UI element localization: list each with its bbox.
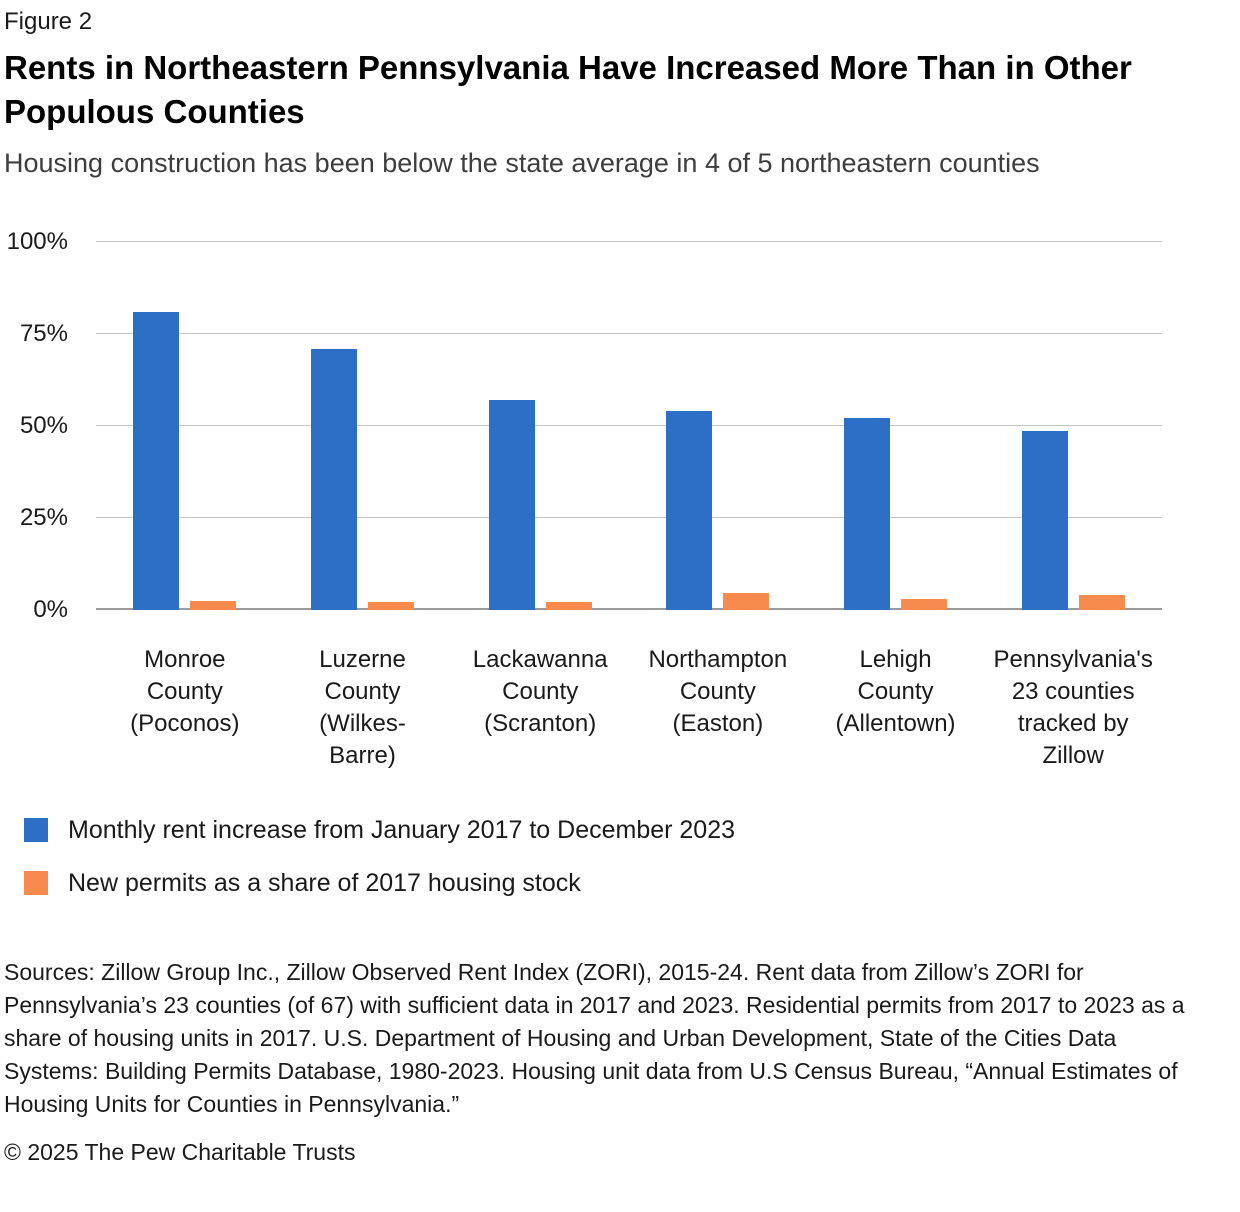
bar-group: [274, 242, 452, 610]
x-axis-label: Luzerne County (Wilkes- Barre): [319, 645, 406, 769]
figure: Figure 2 Rents in Northeastern Pennsylva…: [4, 8, 1210, 1165]
gridline: [96, 516, 1162, 518]
legend-label: New permits as a share of 2017 housing s…: [68, 868, 581, 897]
legend-label: Monthly rent increase from January 2017 …: [68, 815, 736, 844]
y-tick-label: 100%: [6, 227, 68, 255]
bar-group: [451, 242, 629, 610]
sources-note: Sources: Zillow Group Inc., Zillow Obser…: [4, 958, 1185, 1117]
y-tick-label: 0%: [33, 595, 68, 623]
bar-group: [984, 242, 1162, 610]
legend-swatch: [24, 818, 48, 843]
bar-new-permits: [901, 598, 948, 610]
bar-new-permits: [723, 593, 770, 610]
x-axis-label: Pennsylvania's 23 counties tracked by Zi…: [993, 645, 1153, 769]
bar-rent-increase: [311, 348, 357, 610]
bar-group: [807, 242, 985, 610]
legend: Monthly rent increase from January 2017 …: [24, 816, 1210, 898]
y-tick-label: 75%: [19, 319, 68, 347]
bar-rent-increase: [133, 311, 180, 610]
bar-new-permits: [545, 602, 592, 610]
bar-new-permits: [1078, 595, 1125, 610]
bar-group: [629, 242, 807, 610]
y-tick-label: 25%: [19, 503, 68, 531]
chart-title: Rents in Northeastern Pennsylvania Have …: [4, 49, 1132, 130]
bar-chart: 0% 25% 50% 75% 100% Monroe County (Poconos) L…: [4, 228, 1210, 772]
x-axis: Monroe County (Poconos) Luzerne County (W…: [96, 644, 1162, 772]
chart-subtitle: Housing construction has been below the …: [4, 148, 1040, 179]
plot-area: [96, 240, 1162, 610]
x-axis-label: Lackawanna County (Scranton): [472, 645, 608, 737]
bars: [96, 242, 1162, 610]
legend-swatch: [24, 871, 48, 896]
x-axis-label: Northampton County (Easton): [648, 645, 788, 737]
bar-rent-increase: [666, 411, 713, 610]
y-tick-label: 50%: [19, 411, 68, 439]
bar-new-permits: [190, 600, 237, 610]
legend-item: New permits as a share of 2017 housing s…: [24, 869, 1210, 898]
gridline: [96, 424, 1162, 426]
x-axis-label: Lehigh County (Allentown): [835, 645, 956, 737]
gridline: [96, 607, 1162, 610]
plot-wrap: 0% 25% 50% 75% 100%: [4, 228, 1162, 623]
bar-new-permits: [368, 602, 414, 610]
bar-group: [96, 242, 274, 610]
bar-rent-increase: [488, 400, 535, 610]
gridline: [96, 240, 1162, 242]
legend-item: Monthly rent increase from January 2017 …: [24, 816, 1210, 845]
gridline: [96, 332, 1162, 334]
y-axis: 0% 25% 50% 75% 100%: [4, 228, 68, 623]
bar-rent-increase: [1021, 431, 1068, 610]
bar-rent-increase: [844, 418, 891, 610]
x-axis-label: Monroe County (Poconos): [130, 645, 240, 737]
copyright: © 2025 The Pew Charitable Trusts: [4, 1138, 356, 1165]
figure-label: Figure 2: [4, 8, 93, 35]
